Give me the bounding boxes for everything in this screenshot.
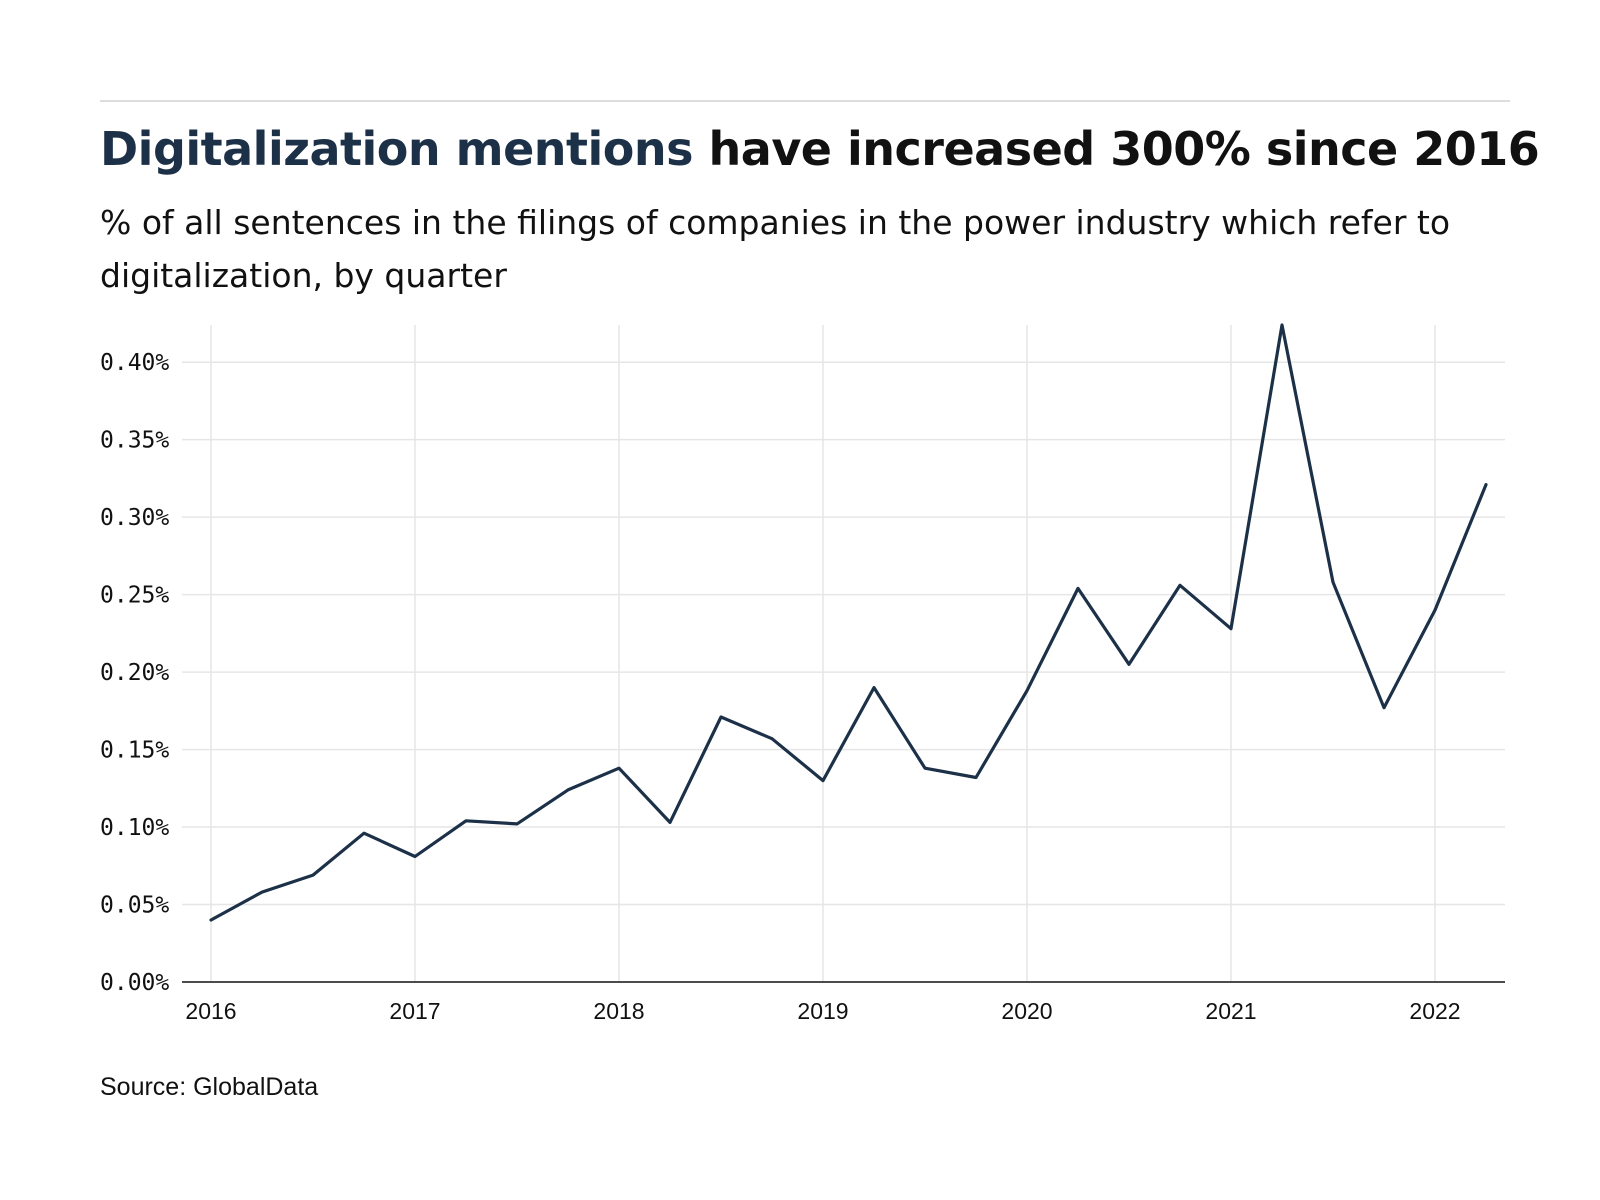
x-tick-label: 2018 — [593, 998, 644, 1024]
chart-title-rest: have increased 300% since 2016 — [693, 122, 1540, 176]
x-tick-label: 2019 — [797, 998, 848, 1024]
y-tick-label: 0.10% — [100, 815, 169, 841]
y-tick-label: 0.20% — [100, 660, 169, 686]
y-tick-label: 0.15% — [100, 738, 169, 764]
chart-title: Digitalization mentions have increased 3… — [100, 122, 1540, 176]
chart-subtitle: % of all sentences in the filings of com… — [100, 203, 1451, 295]
y-tick-label: 0.35% — [100, 428, 169, 454]
x-tick-label: 2020 — [1001, 998, 1052, 1024]
y-tick-label: 0.05% — [100, 893, 169, 919]
x-tick-label: 2017 — [389, 998, 440, 1024]
x-tick-label: 2022 — [1409, 998, 1460, 1024]
y-tick-label: 0.25% — [100, 583, 169, 609]
x-tick-label: 2021 — [1205, 998, 1256, 1024]
source-note: Source: GlobalData — [100, 1073, 319, 1101]
series-line — [209, 323, 1488, 922]
y-tick-label: 0.00% — [100, 970, 169, 996]
top-divider — [100, 100, 1510, 102]
y-tick-label: 0.40% — [100, 350, 169, 376]
y-tick-label: 0.30% — [100, 505, 169, 531]
x-tick-label: 2016 — [185, 998, 236, 1024]
chart-title-highlight: Digitalization mentions — [100, 122, 694, 176]
